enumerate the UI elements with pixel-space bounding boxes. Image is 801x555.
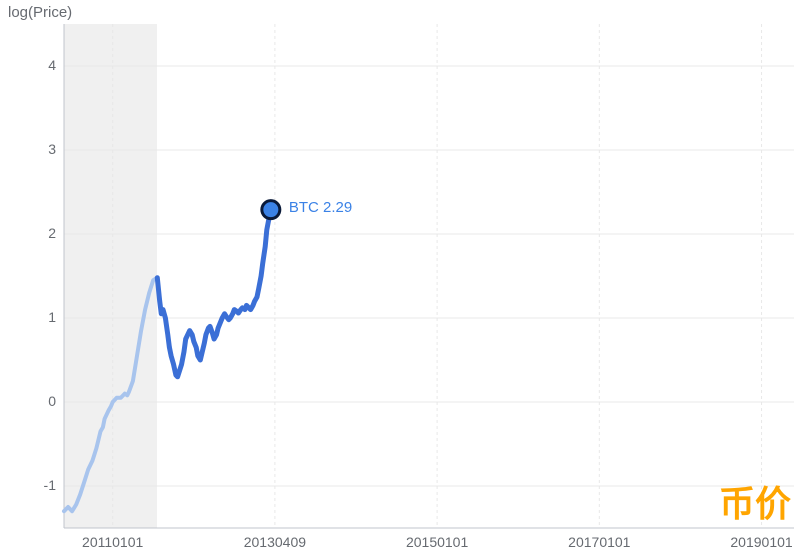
x-tick-label: 20170101 <box>568 534 630 550</box>
chart-plot-area <box>0 0 801 555</box>
x-tick-label: 20190101 <box>730 534 792 550</box>
y-tick-label: -1 <box>6 477 56 493</box>
x-tick-label: 20110101 <box>82 534 143 550</box>
y-tick-label: 2 <box>6 225 56 241</box>
chart-watermark: 币价 <box>719 475 791 527</box>
chart-container: log(Price) -101234 201101012013040920150… <box>0 0 801 555</box>
x-tick-label: 20150101 <box>406 534 468 550</box>
y-tick-label: 1 <box>6 309 56 325</box>
x-tick-label: 20130409 <box>244 534 306 550</box>
chart-marker-label: BTC 2.29 <box>289 199 352 216</box>
y-tick-label: 4 <box>6 57 56 73</box>
y-tick-label: 0 <box>6 393 56 409</box>
y-tick-label: 3 <box>6 141 56 157</box>
